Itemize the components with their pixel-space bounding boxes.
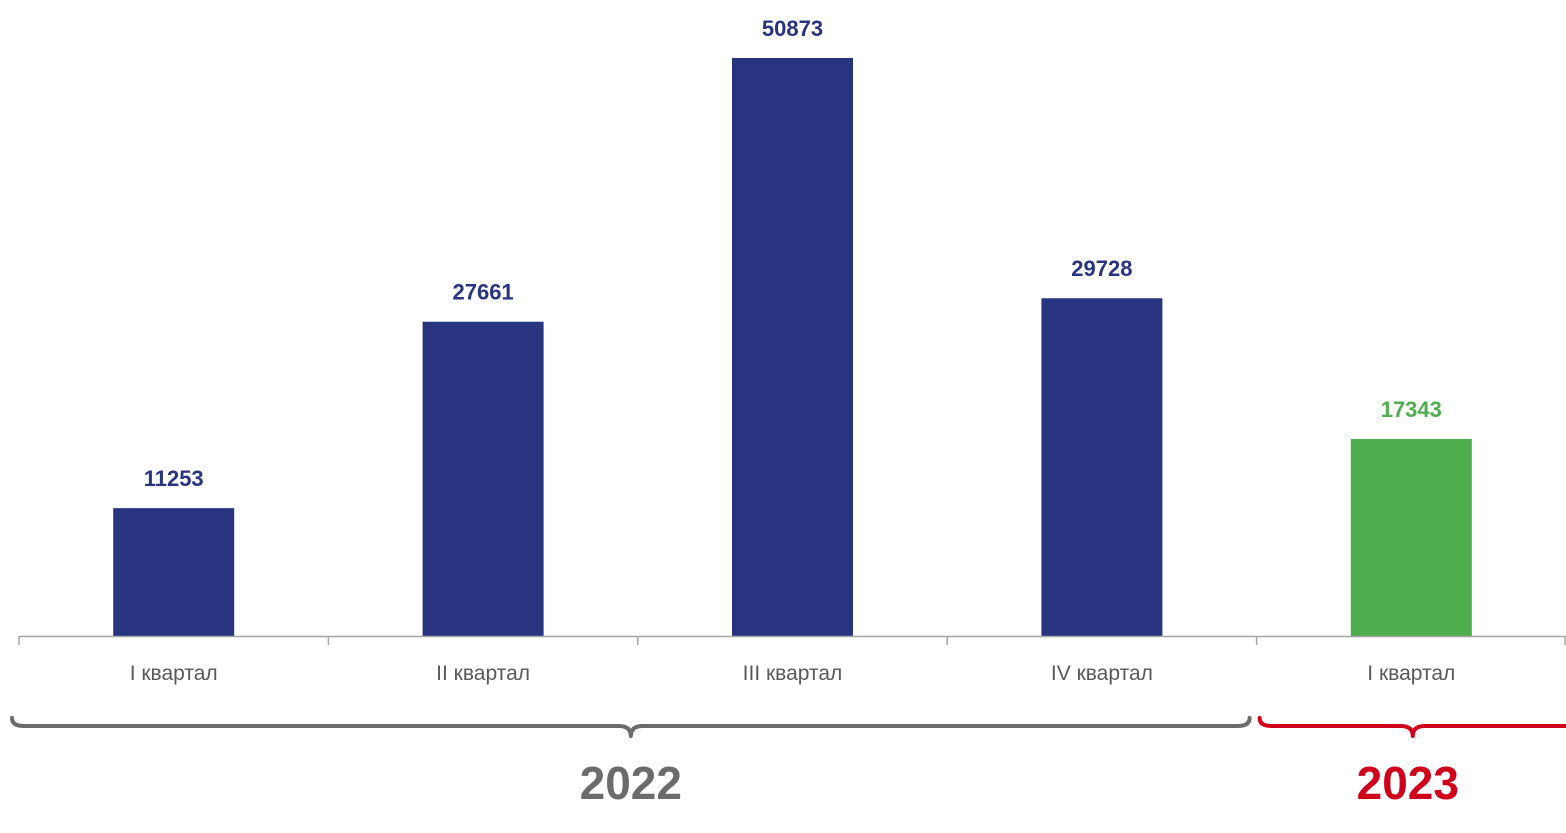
bar-4 — [1041, 298, 1163, 636]
year-label-2022: 2022 — [580, 757, 682, 809]
data-label-3: 50873 — [762, 16, 823, 41]
bar-1 — [113, 508, 235, 636]
year-brace-2023 — [1257, 716, 1566, 738]
value-labels-group: 11253 27661 50873 29728 17343 — [144, 16, 1442, 491]
bars-group — [113, 58, 1472, 636]
category-label-4: IV квартал — [1051, 662, 1153, 685]
category-label-1: I квартал — [130, 662, 218, 685]
x-axis — [18, 635, 1566, 645]
data-label-5: 17343 — [1381, 397, 1442, 422]
year-label-2023: 2023 — [1357, 757, 1459, 809]
data-label-1: 11253 — [144, 466, 204, 491]
year-groups: 2022 2023 — [10, 716, 1566, 809]
data-label-4: 29728 — [1071, 256, 1132, 281]
category-labels-group: I квартал II квартал III квартал IV квартал… — [130, 662, 1456, 685]
category-label-5: I квартал — [1367, 662, 1455, 685]
bar-3 — [732, 58, 853, 636]
category-label-2: II квартал — [436, 662, 530, 685]
bar-5 — [1350, 438, 1472, 636]
category-label-3: III квартал — [743, 662, 843, 685]
bar-2 — [422, 321, 544, 636]
year-brace-2022 — [10, 716, 1252, 738]
data-label-2: 27661 — [453, 280, 514, 305]
